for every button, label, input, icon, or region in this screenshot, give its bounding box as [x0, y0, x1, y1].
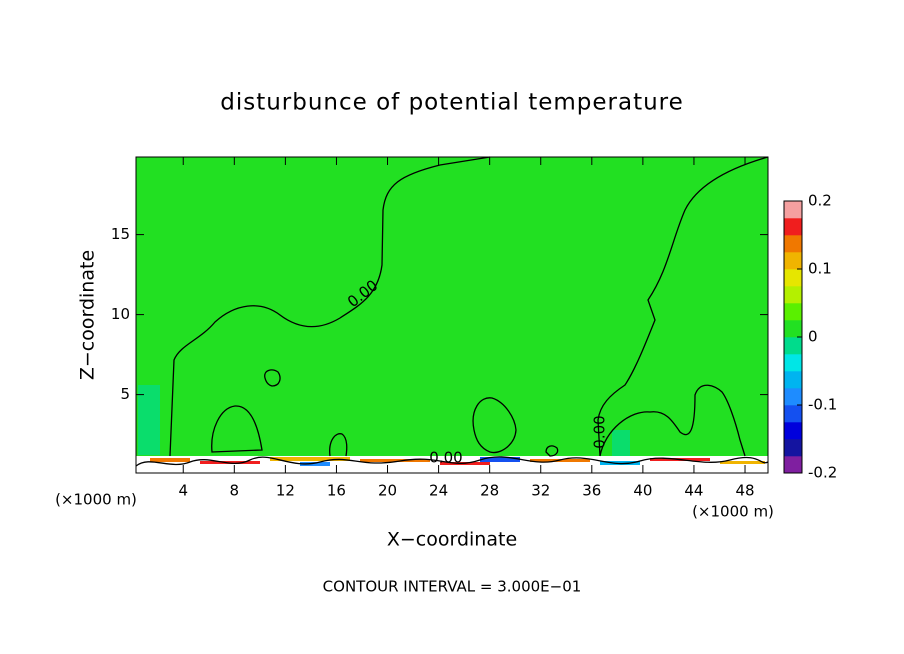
x-tick-label: 12 — [276, 482, 295, 500]
x-axis-label: X−coordinate — [387, 529, 517, 551]
colorbar-band — [784, 286, 802, 304]
colorbar-tick-label: -0.2 — [808, 464, 837, 482]
x-tick-label: 48 — [735, 482, 754, 500]
contour-label: 0.00 — [429, 449, 462, 467]
colorbar-band — [784, 388, 802, 406]
y-axis-label: Z−coordinate — [77, 250, 99, 380]
plot-area: 0.00 0.00 0.00 — [135, 156, 769, 474]
contour-lines — [169, 156, 769, 457]
colorbar-band — [784, 201, 802, 219]
x-unit-label: (×1000 m) — [692, 503, 774, 521]
colorbar-band — [784, 456, 802, 474]
x-tick-label: 40 — [633, 482, 652, 500]
x-unit-label: (×1000 m) — [55, 491, 137, 509]
colorbar-band — [784, 405, 802, 423]
x-tick-label: 4 — [178, 482, 188, 500]
colorbar-band — [784, 354, 802, 372]
colorbar-tick-label: 0 — [808, 328, 818, 346]
x-tick-label: 24 — [429, 482, 448, 500]
colorbar-band — [784, 337, 802, 355]
y-tick-label: 15 — [111, 225, 130, 243]
chart-title: disturbunce of potential temperature — [220, 90, 684, 116]
colorbar-band — [784, 303, 802, 321]
colorbar-band — [784, 269, 802, 287]
contour-label: 0.00 — [591, 415, 609, 448]
x-tick-label: 44 — [684, 482, 703, 500]
colorbar-band — [784, 439, 802, 457]
colorbar-band — [784, 422, 802, 440]
x-tick-label: 36 — [582, 482, 601, 500]
colorbar-band — [784, 320, 802, 338]
colorbar-band — [784, 371, 802, 389]
x-tick-label: 16 — [327, 482, 346, 500]
y-tick-label: 10 — [111, 305, 130, 323]
x-tick-label: 32 — [531, 482, 550, 500]
colorbar-band — [784, 218, 802, 236]
x-tick-label: 20 — [378, 482, 397, 500]
colorbar-tick-label: 0.1 — [808, 260, 832, 278]
near-surface-noise — [135, 385, 769, 473]
colorbar-tick-label: 0.2 — [808, 192, 832, 210]
y-tick-label: 5 — [120, 385, 130, 403]
x-tick-label: 8 — [230, 482, 240, 500]
colorbar-tick-label: -0.1 — [808, 396, 837, 414]
x-tick-label: 28 — [480, 482, 499, 500]
field — [136, 157, 768, 473]
colorbar-band — [784, 235, 802, 253]
colorbar-band — [784, 252, 802, 270]
footer: CONTOUR INTERVAL = 3.000E−01 — [323, 578, 582, 596]
